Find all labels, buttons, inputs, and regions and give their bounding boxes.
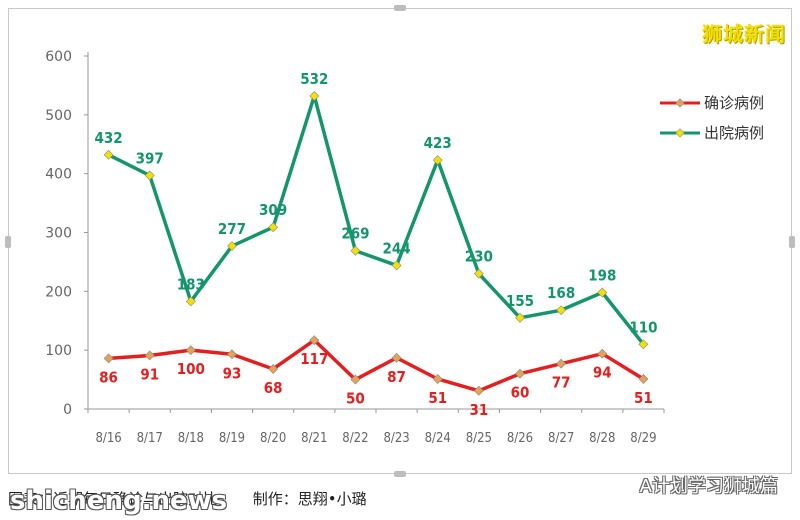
series-line-confirmed — [106, 338, 646, 393]
data-point-marker — [268, 364, 279, 374]
data-point-marker — [227, 241, 237, 251]
data-point-marker — [144, 350, 155, 361]
data-label: 198 — [588, 267, 616, 285]
legend-label: 确诊病例 — [704, 94, 764, 112]
x-tick-label: 8/18 — [178, 431, 204, 446]
data-label: 77 — [552, 374, 571, 392]
x-tick-label: 8/27 — [548, 431, 574, 446]
resize-handle-left[interactable] — [5, 236, 11, 248]
x-tick-label: 8/23 — [383, 431, 409, 446]
x-tick-label: 8/22 — [342, 431, 368, 446]
data-point-marker — [515, 312, 525, 323]
data-point-marker — [350, 374, 361, 385]
data-label: 50 — [346, 390, 365, 408]
data-label: 86 — [99, 368, 118, 386]
data-point-marker — [473, 385, 484, 396]
data-label: 68 — [264, 379, 283, 397]
y-tick-label: 400 — [45, 167, 72, 183]
x-tick-label: 8/16 — [95, 431, 121, 446]
data-label: 100 — [177, 360, 205, 378]
data-label: 31 — [469, 401, 488, 419]
legend-marker — [675, 98, 685, 108]
data-label: 532 — [300, 70, 328, 88]
data-label: 183 — [177, 275, 205, 293]
y-tick-label: 300 — [45, 226, 72, 242]
data-point-marker — [391, 260, 402, 271]
data-point-marker — [515, 368, 525, 379]
data-point-marker — [638, 374, 649, 384]
data-label: 60 — [511, 384, 530, 402]
data-label: 397 — [136, 149, 164, 167]
data-label: 269 — [341, 225, 369, 243]
chart-frame — [8, 8, 792, 474]
x-tick-label: 8/21 — [301, 431, 327, 446]
x-tick-label: 8/20 — [260, 431, 286, 446]
x-tick-label: 8/26 — [507, 431, 533, 446]
data-point-marker — [350, 245, 361, 256]
y-tick-label: 600 — [45, 49, 72, 65]
data-point-marker — [268, 222, 279, 233]
data-point-marker — [391, 352, 402, 363]
data-label: 244 — [382, 239, 410, 257]
series-line-discharged — [106, 94, 646, 347]
data-point-marker — [103, 149, 114, 160]
data-point-marker — [556, 358, 567, 369]
x-tick-label: 8/25 — [466, 431, 492, 446]
data-label: 51 — [634, 389, 653, 407]
data-label: 110 — [629, 318, 657, 336]
data-point-marker — [638, 339, 649, 350]
y-tick-label: 500 — [45, 108, 72, 124]
resize-handle-top[interactable] — [394, 5, 406, 11]
x-tick-label: 8/17 — [137, 431, 163, 446]
resize-handle-right[interactable] — [789, 236, 795, 248]
data-point-marker — [432, 155, 443, 166]
data-label: 117 — [300, 350, 328, 368]
data-label: 91 — [140, 365, 159, 383]
legend-marker — [675, 128, 685, 138]
data-label: 155 — [506, 292, 534, 310]
x-tick-label: 8/29 — [630, 431, 656, 446]
brand-watermark: 狮城新闻 — [702, 22, 786, 46]
data-point-marker — [597, 348, 608, 359]
data-point-marker — [144, 170, 155, 181]
data-point-marker — [309, 91, 320, 101]
data-point-marker — [227, 349, 237, 360]
site-watermark: shicheng.news — [10, 486, 228, 516]
data-label: 51 — [428, 389, 447, 407]
data-label: 309 — [259, 201, 287, 219]
y-tick-label: 0 — [63, 402, 72, 418]
x-tick-label: 8/28 — [589, 431, 615, 446]
data-point-marker — [597, 287, 608, 298]
data-label: 87 — [387, 368, 406, 386]
wechat-watermark: A计划学习狮城篇 — [639, 476, 778, 497]
data-label: 277 — [218, 220, 246, 238]
data-point-marker — [185, 296, 196, 307]
resize-handle-bottom[interactable] — [394, 471, 406, 477]
y-tick-label: 100 — [45, 343, 72, 359]
data-label: 423 — [424, 134, 452, 152]
x-tick-label: 8/24 — [425, 431, 451, 446]
x-tick-label: 8/19 — [219, 431, 245, 446]
legend-label: 出院病例 — [704, 124, 764, 142]
data-point-marker — [103, 353, 114, 364]
data-point-marker — [473, 268, 484, 279]
y-tick-label: 200 — [45, 284, 72, 300]
data-point-marker — [432, 374, 443, 384]
data-label: 94 — [593, 364, 612, 382]
caption-title: 图表：近期每日确诊与出院对比 — [8, 490, 219, 508]
data-point-marker — [185, 345, 196, 356]
data-label: 432 — [94, 129, 122, 147]
data-label: 230 — [465, 248, 493, 266]
data-label: 93 — [223, 364, 242, 382]
data-label: 168 — [547, 284, 575, 302]
caption-credit: 制作：思翔•小璐 — [252, 490, 367, 508]
data-point-marker — [309, 335, 320, 346]
data-point-marker — [556, 305, 567, 316]
chart-caption: 图表：近期每日确诊与出院对比 制作：思翔•小璐 — [8, 488, 397, 509]
